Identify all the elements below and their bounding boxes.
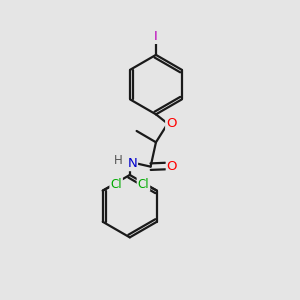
Text: H: H bbox=[113, 154, 122, 167]
Text: O: O bbox=[166, 117, 177, 130]
Text: N: N bbox=[127, 157, 137, 170]
Text: O: O bbox=[167, 160, 177, 172]
Text: Cl: Cl bbox=[110, 178, 122, 190]
Text: I: I bbox=[154, 30, 158, 43]
Text: Cl: Cl bbox=[138, 178, 149, 190]
